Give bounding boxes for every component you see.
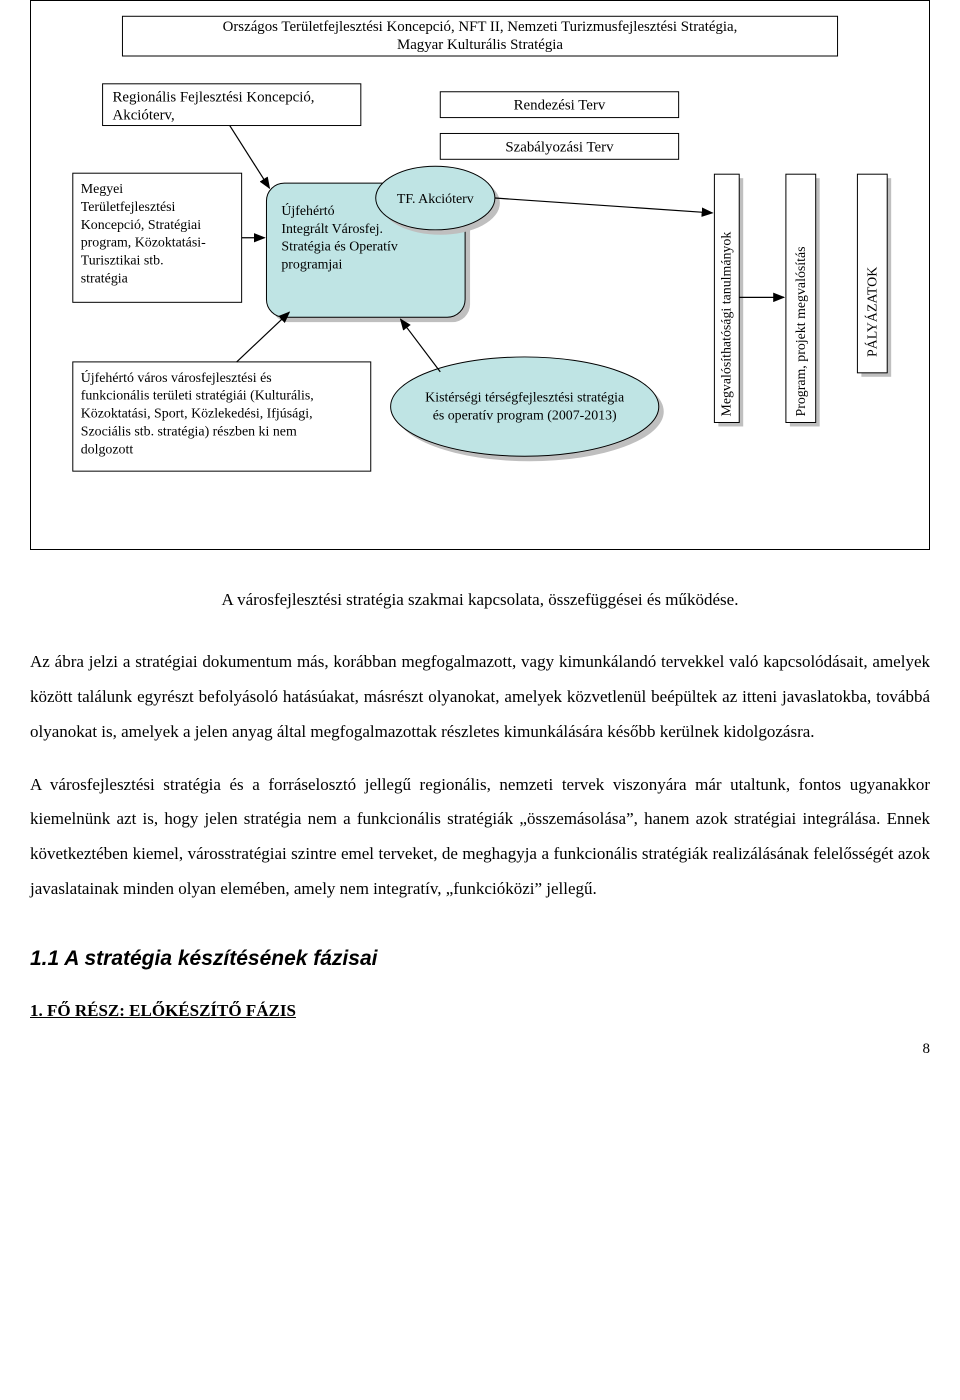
rendezesi-text: Rendezési Terv (514, 98, 606, 114)
megyei-l4: program, Közoktatási- (81, 236, 206, 251)
arrow-kist-uj (401, 319, 441, 372)
top-box-line1: Országos Területfejlesztési Koncepció, N… (223, 19, 738, 35)
megyei-l1: Megyei (81, 182, 124, 197)
funkc-l5: dolgozott (81, 442, 134, 457)
sub-heading: 1. FŐ RÉSZ: ELŐKÉSZÍTŐ FÁZIS (30, 1001, 930, 1021)
kist-l1: Kistérségi térségfejlesztési stratégia (425, 391, 624, 406)
funkc-l4: Szociális stb. stratégia) részben ki nem (81, 424, 297, 439)
diagram-caption: A városfejlesztési stratégia szakmai kap… (30, 590, 930, 610)
funkc-l3: Közoktatási, Sport, Közlekedési, Ifjúság… (81, 407, 313, 422)
arrow-tf-vert1 (495, 198, 713, 213)
ujfeherto-l4: programjai (281, 258, 342, 273)
megyei-l3: Koncepció, Stratégiai (81, 218, 201, 233)
diagram-container: Országos Területfejlesztési Koncepció, N… (30, 0, 930, 550)
ujfeherto-l2: Integrált Városfej. (281, 222, 383, 237)
szabalyozasi-text: Szabályozási Terv (505, 139, 614, 155)
top-box-line2: Magyar Kulturális Stratégia (397, 37, 563, 53)
arrow-funkc-uj (237, 312, 290, 362)
vert2-text: Program, projekt megvalósítás (794, 246, 809, 416)
ujfeherto-l3: Stratégia és Operatív (281, 240, 398, 255)
tf-text: TF. Akcióterv (397, 192, 474, 207)
megyei-l6: stratégia (81, 271, 128, 286)
regional-l2: Akcióterv, (113, 108, 175, 124)
vert1-text: Megvalósíthatósági tanulmányok (719, 232, 734, 417)
kist-bubble (391, 357, 659, 456)
paragraph-2: A városfejlesztési stratégia és a forrás… (30, 768, 930, 907)
paragraph-1: Az ábra jelzi a stratégiai dokumentum má… (30, 645, 930, 750)
funkc-l2: funkcionális területi stratégiái (Kultur… (81, 389, 314, 404)
funkc-l1: Újfehértó város városfejlesztési és (81, 369, 272, 386)
regional-l1: Regionális Fejlesztési Koncepció, (113, 90, 315, 106)
page-number: 8 (30, 1041, 930, 1058)
vert3-text: PÁLYÁZATOK (863, 267, 880, 357)
strategy-diagram: Országos Területfejlesztési Koncepció, N… (43, 13, 917, 537)
megyei-l5: Turisztikai stb. (81, 254, 164, 269)
section-heading: 1.1 A stratégia készítésének fázisai (30, 947, 930, 971)
ujfeherto-l1: Újfehértó (281, 202, 334, 219)
kist-l2: és operatív program (2007-2013) (433, 409, 617, 424)
megyei-l2: Területfejlesztési (81, 200, 176, 215)
